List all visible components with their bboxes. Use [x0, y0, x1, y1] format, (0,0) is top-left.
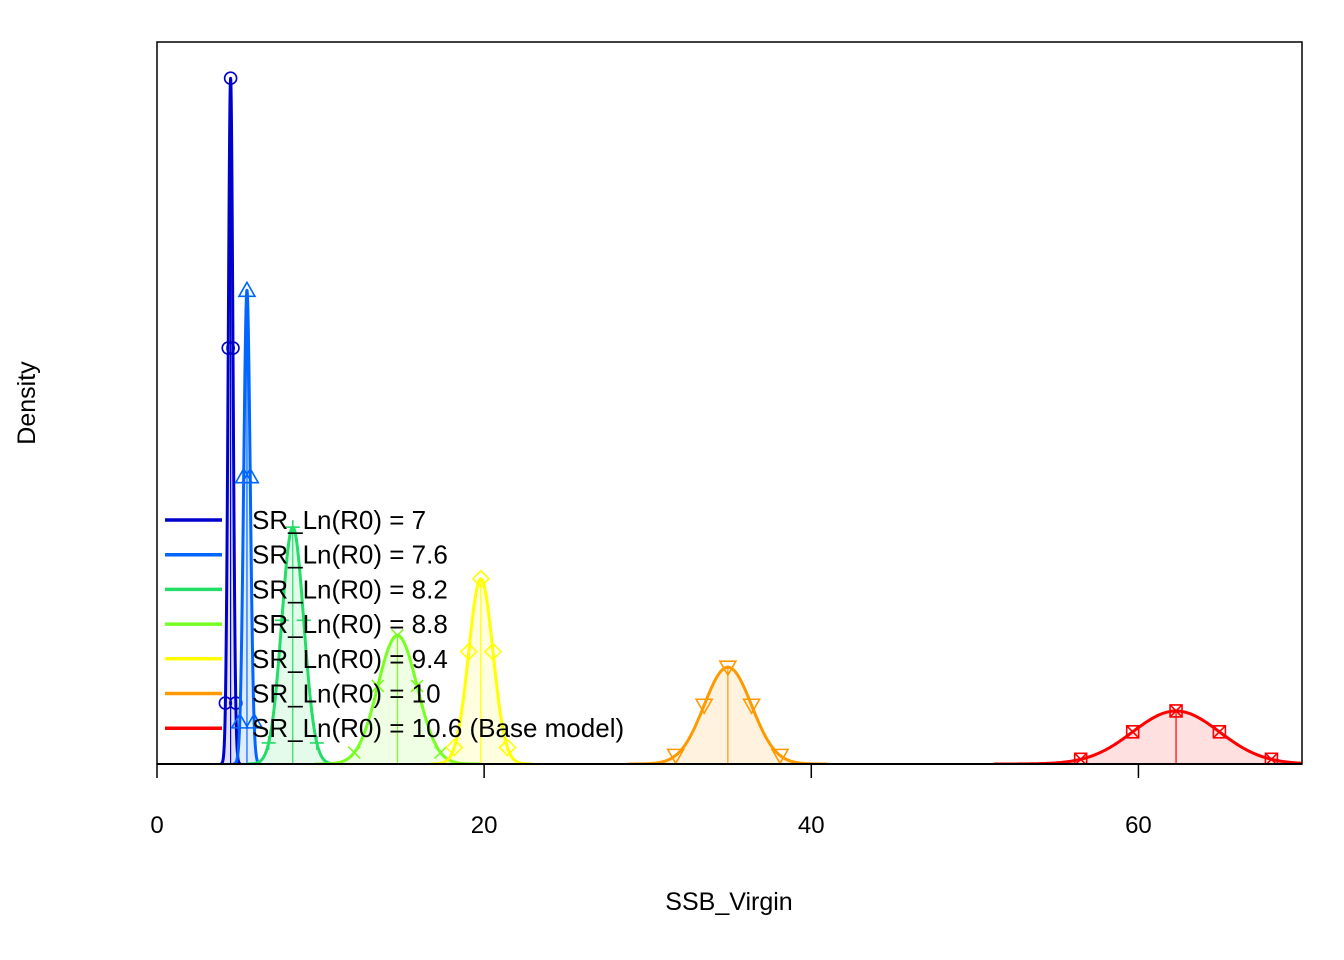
legend-item-4: SR_Ln(R0) = 8.8 — [165, 609, 448, 639]
legend-item-5: SR_Ln(R0) = 9.4 — [165, 644, 448, 674]
legend-item-6: SR_Ln(R0) = 10 — [165, 679, 441, 709]
series-6-point — [770, 748, 790, 764]
series-2 — [230, 280, 264, 764]
series-6-point — [718, 660, 738, 677]
legend-label: SR_Ln(R0) = 8.8 — [252, 609, 448, 639]
series-4-point — [410, 679, 424, 693]
series-6-point — [694, 698, 714, 715]
legend-label: SR_Ln(R0) = 10.6 (Base model) — [252, 713, 624, 743]
series-3 — [245, 520, 340, 764]
legend-item-1: SR_Ln(R0) = 7 — [165, 505, 426, 535]
series-4-point — [347, 745, 361, 760]
legend-label: SR_Ln(R0) = 8.2 — [252, 574, 448, 604]
series-6 — [627, 660, 828, 764]
series-5-point — [483, 642, 503, 661]
series-6-point — [742, 698, 761, 715]
series-1-point — [226, 341, 240, 355]
legend-item-3: SR_Ln(R0) = 8.2 — [165, 574, 448, 604]
x-tick-label: 20 — [471, 812, 498, 839]
series-3-point — [261, 735, 276, 750]
series-3-point — [309, 735, 324, 750]
series-7-fill — [993, 710, 1302, 764]
series-1-point — [218, 696, 233, 710]
series-2-point — [240, 467, 260, 484]
series-7-point — [1169, 704, 1183, 718]
legend-label: SR_Ln(R0) = 7 — [252, 505, 426, 535]
series-5 — [429, 569, 533, 764]
series-6-curve — [627, 665, 828, 764]
series-5-point — [498, 738, 517, 757]
x-tick-label: 0 — [150, 812, 163, 839]
series-4-point — [371, 679, 385, 693]
series-5-point — [445, 738, 464, 757]
series-5-point — [459, 642, 478, 661]
series-4-point — [434, 745, 448, 760]
y-axis-title: Density — [13, 361, 41, 445]
series-4-point — [390, 628, 405, 642]
series-4 — [314, 628, 481, 764]
legend: SR_Ln(R0) = 7 SR_Ln(R0) = 7.6 SR_Ln(R0) = … — [165, 505, 624, 743]
legend-label: SR_Ln(R0) = 9.4 — [252, 644, 448, 674]
series-1-point — [223, 71, 238, 86]
series-5-point — [471, 569, 491, 588]
x-tick-label: 40 — [798, 812, 825, 839]
legend-item-7: SR_Ln(R0) = 10.6 (Base model) — [165, 713, 624, 743]
x-tick-label: 60 — [1125, 812, 1152, 839]
legend-label: SR_Ln(R0) = 10 — [252, 679, 441, 709]
series-1-point — [221, 341, 236, 355]
legend-item-2: SR_Ln(R0) = 7.6 — [165, 540, 448, 570]
series-layer — [218, 71, 1302, 764]
series-2-point — [237, 280, 257, 298]
series-3-point — [285, 520, 300, 535]
series-6-point — [666, 748, 686, 764]
series-3-point — [296, 613, 311, 628]
series-7-point — [1212, 725, 1227, 739]
series-2-point — [230, 712, 250, 729]
legend-label: SR_Ln(R0) = 7.6 — [252, 540, 448, 570]
x-axis-title: SSB_Virgin — [665, 888, 792, 916]
series-2-point — [244, 712, 264, 729]
series-3-point — [274, 613, 289, 628]
series-7-point — [1125, 725, 1140, 739]
